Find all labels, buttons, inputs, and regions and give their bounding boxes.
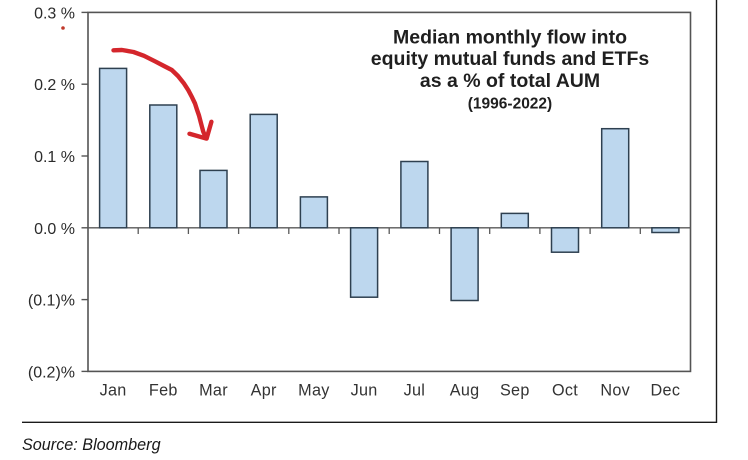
svg-text:Jul: Jul [404, 382, 426, 400]
svg-text:0.1 %: 0.1 % [34, 149, 75, 166]
svg-text:Jun: Jun [351, 382, 378, 400]
svg-text:equity mutual funds and ETFs: equity mutual funds and ETFs [371, 48, 650, 70]
svg-text:Apr: Apr [251, 382, 277, 400]
svg-text:Nov: Nov [600, 382, 630, 400]
svg-text:(0.1)%: (0.1)% [28, 293, 75, 310]
svg-text:May: May [298, 382, 330, 400]
svg-text:0.0 %: 0.0 % [34, 221, 75, 238]
svg-text:as a % of total AUM: as a % of total AUM [420, 70, 600, 92]
svg-text:(0.2)%: (0.2)% [28, 364, 75, 381]
svg-text:0.3 %: 0.3 % [34, 5, 75, 22]
svg-text:Feb: Feb [149, 382, 178, 400]
svg-text:Source: Bloomberg: Source: Bloomberg [22, 436, 161, 454]
svg-text:0.2 %: 0.2 % [34, 77, 75, 94]
svg-text:Aug: Aug [450, 382, 480, 400]
svg-text:Mar: Mar [199, 382, 228, 400]
svg-text:Median monthly flow into: Median monthly flow into [393, 27, 627, 49]
svg-text:Oct: Oct [552, 382, 578, 400]
svg-text:Dec: Dec [651, 382, 681, 400]
svg-text:Sep: Sep [500, 382, 530, 400]
svg-text:(1996-2022): (1996-2022) [468, 96, 552, 113]
svg-text:Jan: Jan [100, 382, 127, 400]
